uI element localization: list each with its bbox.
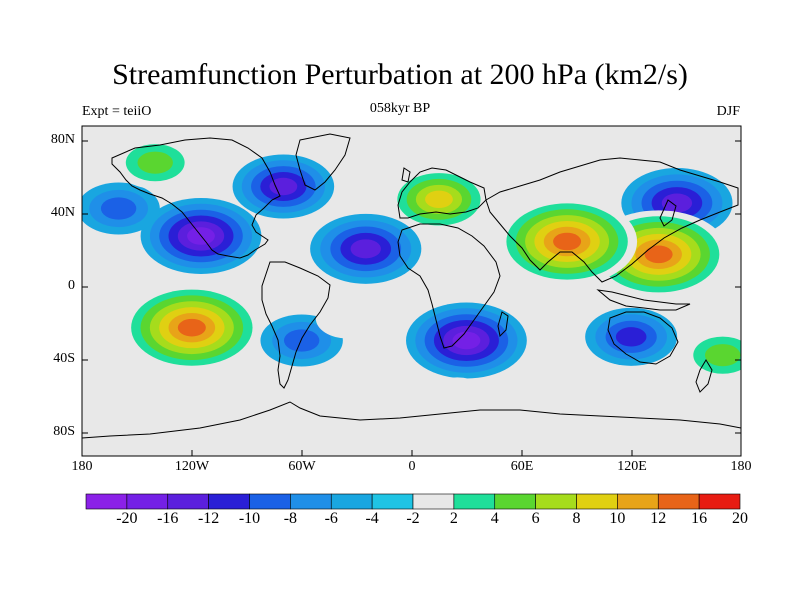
colorbar-tick-label: -8 xyxy=(283,510,298,527)
colorbar-tick-label: 8 xyxy=(572,510,581,527)
colorbar-swatch xyxy=(330,493,373,510)
anomaly-contour-band xyxy=(590,408,654,449)
coastline-new-zealand xyxy=(695,359,713,393)
lon-tick-label: 0 xyxy=(408,459,416,474)
chart-title: Streamfunction Perturbation at 200 hPa (… xyxy=(112,58,688,91)
lon-tick-label: 60E xyxy=(510,459,534,474)
anomaly-contour-band xyxy=(425,190,453,209)
coastline-japan xyxy=(659,199,677,227)
coastline-europe xyxy=(397,167,487,219)
anomaly-contour-band xyxy=(100,197,137,220)
colorbar-tick-label: -20 xyxy=(116,510,138,527)
coastline-indonesia xyxy=(596,289,691,311)
anomaly-contour-band xyxy=(283,329,320,352)
season-label: DJF xyxy=(716,104,740,119)
coastline-south-america xyxy=(261,261,331,389)
colorbar-tick-label: 4 xyxy=(490,510,499,527)
coastline-outlines xyxy=(82,133,741,439)
lat-tick-label: 0 xyxy=(68,278,75,293)
lat-tick-label: 40S xyxy=(53,351,75,366)
colorbar-tick-label: -10 xyxy=(238,510,261,527)
colorbar-tick-label: -4 xyxy=(365,510,379,527)
colorbar-swatch xyxy=(249,493,291,510)
colorbar-tick-label: 16 xyxy=(691,510,708,527)
anomaly-contour-band xyxy=(661,193,693,213)
lat-tick-label: 40N xyxy=(50,205,75,220)
colorbar-tick-label: 6 xyxy=(531,510,540,527)
coastline-africa xyxy=(397,223,501,349)
lon-tick-label: 60W xyxy=(288,459,316,474)
lat-tick-label: 80N xyxy=(50,132,75,147)
colorbar-swatch xyxy=(85,493,128,510)
lon-tick-label: 120W xyxy=(174,459,210,474)
coastline-asia xyxy=(485,157,739,283)
colorbar-swatch xyxy=(576,493,618,510)
colorbar-swatch xyxy=(453,493,496,510)
coastline-uk xyxy=(401,167,411,183)
anomaly-contour-band xyxy=(425,377,489,418)
experiment-label: Expt = teiiO xyxy=(82,104,152,119)
anomaly-contour-band xyxy=(704,344,741,367)
lon-tick-label: 180 xyxy=(71,459,93,474)
colorbar-swatch xyxy=(657,493,700,510)
coastline-greenland xyxy=(295,133,351,191)
anomaly-contour-band xyxy=(315,298,380,339)
anomaly-contour-band xyxy=(572,129,636,170)
coastline-north-america xyxy=(111,137,281,259)
coastline-madagascar xyxy=(497,311,509,338)
colorbar-tick-label: 10 xyxy=(609,510,626,527)
anomaly-contour-band xyxy=(269,177,298,196)
coastline-antarctica xyxy=(82,401,741,439)
colorbar-swatch xyxy=(698,493,741,510)
colorbar-swatch xyxy=(494,493,536,510)
lon-tick-marks xyxy=(191,450,633,456)
coastline-australia xyxy=(607,311,679,365)
anomaly-contour-band xyxy=(177,318,206,337)
anomaly-contour-band xyxy=(137,151,173,174)
lon-tick-label: 180 xyxy=(730,459,752,474)
anomaly-contour-band xyxy=(452,331,481,350)
colorbar xyxy=(85,493,741,510)
colorbar-tick-label: -6 xyxy=(324,510,338,527)
colorbar-tick-label: -12 xyxy=(197,510,220,527)
anomaly-contour-band xyxy=(553,232,582,251)
lat-tick-marks xyxy=(82,140,741,434)
lat-tick-label: 80S xyxy=(53,424,75,439)
colorbar-swatch xyxy=(208,493,250,510)
colorbar-swatch xyxy=(126,493,169,510)
colorbar-swatch xyxy=(371,493,414,510)
anomaly-contour-band xyxy=(350,239,381,259)
colorbar-tick-label: -16 xyxy=(157,510,179,527)
colorbar-swatch xyxy=(167,493,209,510)
colorbar-tick-label: 2 xyxy=(449,510,458,527)
colorbar-swatch xyxy=(412,493,455,510)
colorbar-tick-label: 12 xyxy=(650,510,667,527)
anomaly-contour-band xyxy=(644,245,673,264)
anomaly-field xyxy=(82,129,741,449)
colorbar-tick-label: 20 xyxy=(732,510,748,527)
lon-tick-label: 120E xyxy=(617,459,647,474)
colorbar-swatch xyxy=(535,493,577,510)
anomaly-contour-band xyxy=(615,327,647,347)
colorbar-swatch xyxy=(290,493,332,510)
colorbar-swatch xyxy=(617,493,659,510)
period-label: 058kyr BP xyxy=(369,101,431,116)
colorbar-tick-label: -2 xyxy=(406,510,420,527)
